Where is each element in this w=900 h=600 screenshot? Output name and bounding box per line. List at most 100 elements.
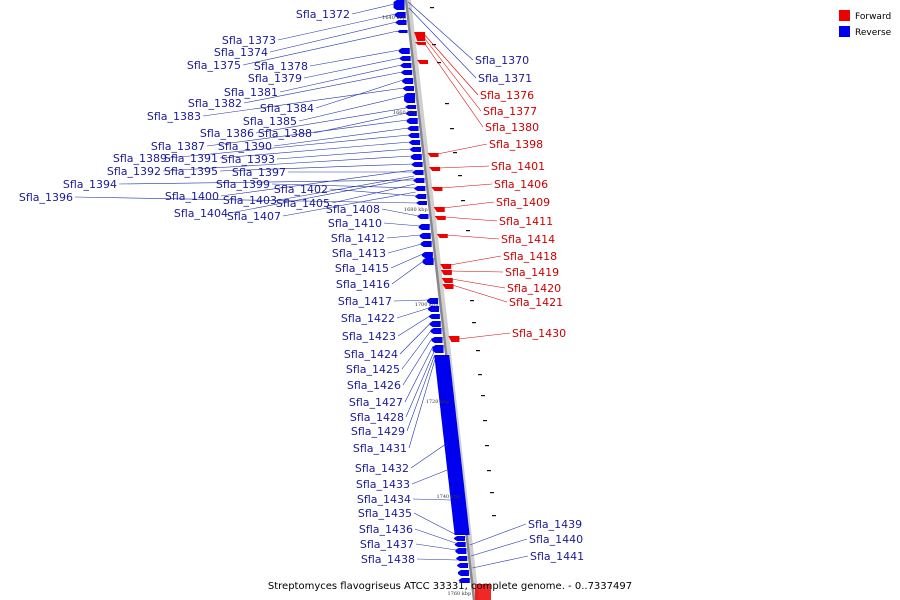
large-reverse-gene (434, 355, 470, 535)
coordinate-tick-label: 1760 kbp (447, 591, 471, 597)
leader-line-reverse (393, 299, 429, 302)
gene-label-forward: Sfla_1418 (503, 250, 557, 263)
coordinate-tick-label: 1740 kbp (436, 494, 460, 500)
coordinate-tick-label: 1720 kbp (426, 399, 450, 405)
gene-label-forward: Sfla_1406 (494, 178, 548, 191)
leader-line-reverse (396, 307, 429, 319)
leader-line-reverse (470, 538, 528, 557)
leader-line-reverse (276, 148, 411, 160)
gene-label-reverse: Sfla_1402 (274, 183, 328, 196)
reverse-gene (457, 570, 469, 576)
reverse-gene (432, 345, 444, 353)
leader-line-forward (446, 234, 500, 240)
leader-line-reverse (313, 112, 407, 134)
leader-line-forward (423, 33, 479, 96)
gene-label-forward: Sfla_1380 (485, 121, 539, 134)
leader-line-forward (424, 43, 484, 128)
marker-dash (470, 300, 474, 302)
leader-line-reverse (278, 175, 414, 201)
reverse-gene (395, 20, 407, 25)
leader-line-reverse (399, 322, 431, 355)
gene-label-forward: Sfla_1377 (483, 105, 537, 118)
gene-label-reverse: Sfla_1427 (349, 396, 403, 409)
reverse-gene (430, 328, 442, 334)
reverse-gene (393, 0, 405, 10)
reverse-gene (403, 86, 415, 91)
leader-line-reverse (383, 222, 420, 227)
leader-line-reverse (331, 183, 415, 204)
forward-gene (448, 336, 460, 342)
marker-dash (483, 420, 487, 422)
coordinate-tick-label: 1640 kbp (382, 15, 406, 21)
reverse-gene (406, 118, 418, 124)
leader-line-reverse (412, 498, 451, 501)
leader-line-reverse (162, 155, 412, 172)
reverse-gene (409, 147, 421, 152)
reverse-gene (456, 556, 468, 561)
marker-dash (492, 515, 496, 517)
reverse-gene (422, 258, 434, 265)
marker-dash (472, 322, 476, 324)
gene-label-reverse: Sfla_1388 (258, 127, 312, 140)
leader-line-reverse (391, 260, 424, 285)
reverse-gene (404, 93, 416, 103)
marker-dash (466, 230, 470, 232)
marker-dash (430, 7, 434, 9)
marker-dash (450, 128, 454, 130)
reverse-gene (410, 154, 422, 160)
leader-line-forward (449, 255, 502, 266)
gene-label-forward: Sfla_1420 (507, 282, 561, 295)
gene-label-reverse: Sfla_1387 (151, 140, 205, 153)
gene-label-reverse: Sfla_1432 (355, 462, 409, 475)
leader-line-reverse (408, 7, 477, 79)
gene-label-forward: Sfla_1398 (489, 138, 543, 151)
legend-forward-label: Forward (855, 12, 891, 22)
leader-line-reverse (219, 163, 413, 172)
leader-line-reverse (282, 191, 416, 217)
leader-line-reverse (387, 243, 422, 254)
leader-line-reverse (408, 1, 474, 61)
legend-reverse-label: Reverse (855, 28, 892, 38)
gene-label-reverse: Sfla_1422 (341, 312, 395, 325)
gene-label-reverse: Sfla_1371 (478, 72, 532, 85)
reverse-gene (401, 70, 413, 75)
leader-line-reverse (269, 21, 397, 53)
leader-line-reverse (329, 188, 417, 197)
reverse-gene (405, 111, 417, 116)
gene-label-reverse: Sfla_1435 (358, 507, 412, 520)
gene-label-reverse: Sfla_1373 (222, 34, 276, 47)
forward-gene (440, 270, 452, 275)
gene-label-reverse: Sfla_1400 (165, 190, 219, 203)
coordinate-tick-label: 1700 kbp (415, 302, 439, 308)
gene-label-reverse: Sfla_1441 (530, 550, 584, 563)
reverse-gene (400, 63, 412, 68)
reverse-gene (409, 140, 421, 145)
gene-label-reverse: Sfla_1413 (332, 247, 386, 260)
leader-line-forward (439, 165, 490, 169)
gene-label-forward: Sfla_1430 (512, 327, 566, 340)
leader-line-reverse (414, 528, 456, 544)
marker-dash (461, 200, 465, 202)
gene-label-forward: Sfla_1414 (501, 233, 555, 246)
leader-line-reverse (229, 177, 415, 214)
gene-label-reverse: Sfla_1389 (113, 152, 167, 165)
gene-label-reverse: Sfla_1394 (63, 178, 117, 191)
leader-line-reverse (381, 208, 419, 217)
reverse-gene (427, 298, 439, 304)
forward-gene-end (475, 584, 491, 600)
leader-line-reverse (410, 444, 445, 469)
marker-dash (458, 175, 462, 177)
gene-label-reverse: Sfla_1372 (296, 8, 350, 21)
gene-label-reverse: Sfla_1374 (214, 46, 268, 59)
gene-label-reverse: Sfla_1397 (232, 166, 286, 179)
leader-line-reverse (271, 183, 416, 189)
gene-label-forward: Sfla_1421 (509, 296, 563, 309)
gene-label-reverse: Sfla_1404 (174, 207, 228, 220)
legend-reverse-swatch (839, 26, 850, 37)
gene-label-forward: Sfla_1401 (491, 160, 545, 173)
reverse-gene (402, 78, 414, 84)
leader-line-reverse (386, 234, 421, 239)
leader-line-reverse (279, 64, 402, 93)
